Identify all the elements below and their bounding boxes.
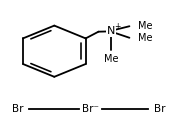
Text: Me: Me [138, 21, 152, 31]
Text: Me: Me [104, 54, 119, 64]
Text: Me: Me [138, 33, 152, 43]
Text: Br: Br [12, 104, 24, 114]
Text: +: + [114, 22, 120, 31]
Text: Br: Br [153, 104, 165, 114]
Text: Br⁻: Br⁻ [82, 104, 99, 114]
Text: N: N [107, 26, 115, 36]
